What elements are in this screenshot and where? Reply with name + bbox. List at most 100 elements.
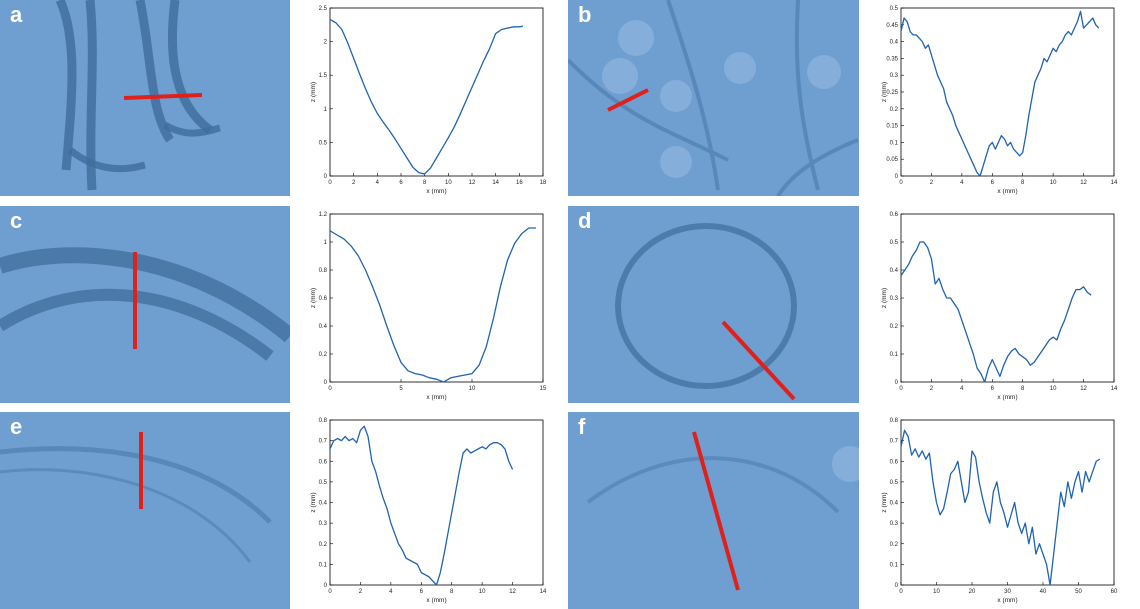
y-tick-label: 0.2 [890, 324, 899, 330]
plot-frame [329, 419, 544, 586]
scan-groove [0, 288, 274, 361]
y-tick-label: 0 [895, 583, 899, 589]
x-tick-label: 10 [1050, 386, 1057, 392]
y-tick-label: 0.25 [886, 90, 898, 96]
panel-letter-d: d [578, 208, 592, 233]
y-tick-label: 1 [324, 240, 328, 246]
x-tick-label: 0 [899, 589, 903, 595]
x-tick-label: 8 [450, 589, 454, 595]
y-tick-label: 0.6 [319, 459, 328, 465]
surface-scan-c [0, 206, 290, 403]
scan-groove [0, 468, 252, 563]
y-tick-label: 0.5 [319, 140, 328, 146]
scan-spot [660, 146, 692, 178]
y-tick-label: 0.2 [319, 352, 328, 358]
panel-c-scan: c [0, 206, 290, 403]
x-tick-label: 2 [930, 386, 934, 392]
x-tick-label: 14 [1111, 386, 1118, 392]
scan-background [568, 206, 859, 403]
plot-frame [329, 213, 544, 383]
x-tick-label: 5 [399, 386, 403, 392]
y-tick-label: 2 [324, 40, 328, 46]
x-tick-label: 6 [991, 180, 995, 186]
y-tick-label: 0.1 [890, 562, 899, 568]
x-tick-label: 0 [328, 180, 332, 186]
surface-scan-d [568, 206, 859, 403]
x-tick-label: 18 [540, 180, 547, 186]
y-axis-label: z (mm) [881, 288, 888, 308]
x-axis-label: x (mm) [426, 188, 446, 195]
section-line-a [123, 93, 203, 100]
scan-spot [832, 446, 859, 482]
y-tick-label: 0.5 [319, 480, 328, 486]
surface-scan-e [0, 412, 290, 609]
x-tick-label: 2 [359, 589, 363, 595]
x-tick-label: 6 [991, 386, 995, 392]
panel-a-scan: a [0, 0, 290, 196]
profile-chart-d: 0 2 4 6 8 10 12 14 0 0.1 0.2 0.3 0.4 0.5 0.6 x (mm) z (m… [881, 212, 1118, 401]
plot-frame [900, 419, 1115, 586]
plot-frame [900, 213, 1115, 383]
panel-letter-b: b [578, 2, 592, 27]
scan-groove [615, 223, 797, 389]
y-tick-label: 0.5 [890, 6, 899, 12]
y-axis-label: z (mm) [881, 492, 888, 512]
x-tick-label: 4 [960, 386, 964, 392]
section-line-d [721, 320, 796, 401]
panel-d-scan: d [568, 206, 859, 403]
surface-scan-f [568, 412, 859, 609]
profile-chart-a: 0 2 4 6 8 10 12 14 16 18 0 0.5 1 1.5 2 2.5 x (mm) z (mm) [310, 6, 547, 195]
y-tick-label: 1.5 [319, 73, 328, 79]
panel-letter-f: f [578, 414, 586, 439]
profile-chart-b: 0 2 4 6 8 10 12 14 0 0.05 0.1 0.15 0.2 0.25 0.3 0.35 0.4… [881, 6, 1118, 195]
profile-chart-c: 0 5 10 15 0 0.2 0.4 0.6 0.8 1 1.2 x (mm) z (mm) [310, 212, 547, 401]
x-tick-label: 0 [328, 589, 332, 595]
x-axis-label: x (mm) [997, 597, 1017, 604]
x-tick-label: 10 [445, 180, 452, 186]
x-axis-label: x (mm) [426, 597, 446, 604]
scan-groove [568, 0, 859, 196]
y-tick-label: 0.45 [886, 23, 898, 29]
panel-letter-a: a [10, 2, 23, 27]
y-tick-label: 0.6 [890, 212, 899, 218]
x-tick-label: 10 [1050, 180, 1057, 186]
y-axis-label: z (mm) [310, 82, 317, 102]
x-tick-label: 10 [933, 589, 940, 595]
x-tick-label: 0 [328, 386, 332, 392]
profile-plot-b: 0 2 4 6 8 10 12 14 0 0.05 0.1 0.15 0.2 0.25 0.3 0.35 0.4… [879, 0, 1124, 200]
x-tick-label: 2 [352, 180, 356, 186]
x-tick-label: 8 [1021, 180, 1025, 186]
profile-plot-c: 0 5 10 15 0 0.2 0.4 0.6 0.8 1 1.2 x (mm) z (mm) [308, 206, 553, 406]
scan-spot [618, 20, 654, 56]
y-tick-label: 0.8 [890, 418, 899, 424]
surface-scan-a [0, 0, 290, 196]
plot-frame [900, 7, 1115, 177]
y-tick-label: 0.2 [319, 542, 328, 548]
y-tick-label: 0.4 [890, 268, 899, 274]
x-tick-label: 12 [1080, 386, 1087, 392]
y-tick-label: 1 [324, 107, 328, 113]
x-tick-label: 8 [1021, 386, 1025, 392]
profile-line [329, 18, 524, 175]
x-tick-label: 12 [1080, 180, 1087, 186]
x-tick-label: 6 [399, 180, 403, 186]
y-tick-label: 0.3 [890, 73, 899, 79]
profile-line [900, 10, 1100, 177]
x-tick-label: 6 [420, 589, 424, 595]
surface-scan-b [568, 0, 859, 196]
section-line-b [607, 88, 649, 112]
y-axis-label: z (mm) [310, 288, 317, 308]
y-axis-label: z (mm) [881, 82, 888, 102]
x-tick-label: 8 [423, 180, 427, 186]
x-tick-label: 60 [1111, 589, 1118, 595]
profile-plot-a: 0 2 4 6 8 10 12 14 16 18 0 0.5 1 1.5 2 2.5 x (mm) z (mm) [308, 0, 553, 200]
profile-chart-e: 0 2 4 6 8 10 12 14 0 0.1 0.2 0.3 0.4 0.5 0.6 0.7 0.8 x (m… [310, 418, 547, 604]
y-tick-label: 1.2 [319, 212, 328, 218]
y-tick-label: 0.2 [890, 542, 899, 548]
panel-b-scan: b [568, 0, 859, 196]
y-tick-label: 0.5 [890, 240, 899, 246]
x-tick-label: 14 [1111, 180, 1118, 186]
profile-line [900, 429, 1101, 586]
scan-groove [586, 456, 840, 514]
panel-f-scan: f [568, 412, 859, 609]
